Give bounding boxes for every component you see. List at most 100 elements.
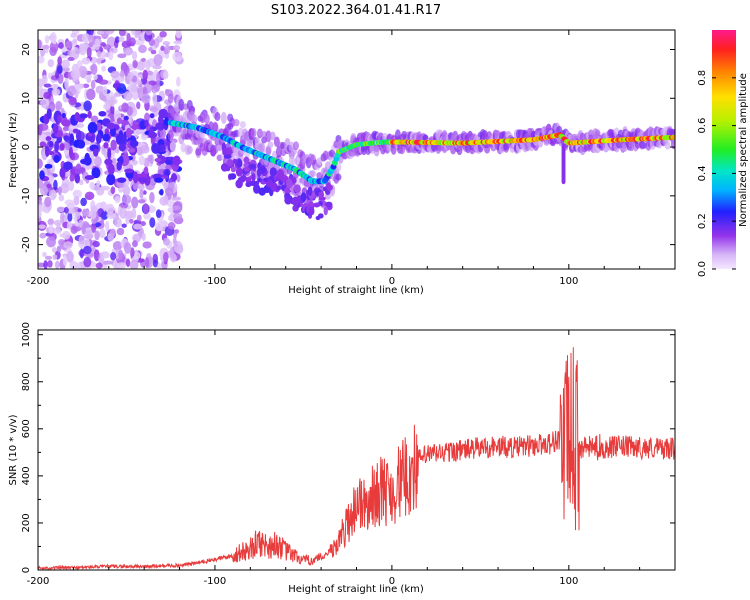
spectrogram-cell [104, 30, 115, 35]
colorbar: 0.0 0.2 0.4 0.6 0.8 Normalized spectral ampl… [697, 30, 749, 277]
spectrogram-cell [125, 127, 132, 139]
spectrogram-cell [69, 133, 75, 145]
spectrogram-cell [326, 184, 333, 191]
spectrogram-cell [87, 121, 98, 134]
spectrogram-cell [75, 211, 81, 220]
spectrogram-ytick-label: -20 [21, 236, 32, 252]
spectrogram-cell [228, 173, 237, 180]
spectrogram-cells [38, 30, 675, 269]
spectrogram-cell [309, 170, 316, 177]
spectrogram-cell [48, 140, 54, 148]
spectrogram-cell [105, 203, 115, 215]
spectrogram-cell [129, 259, 139, 269]
spectrogram-cell [126, 32, 131, 45]
spectrogram-cell [275, 185, 282, 191]
spectrogram-cell [57, 238, 66, 246]
spectrogram-cell [42, 251, 47, 258]
spectrogram-cell [186, 145, 193, 155]
spectrogram-cell [144, 112, 150, 123]
spectrogram-cell [152, 259, 159, 268]
spectrogram-cell [155, 209, 162, 218]
spectrogram-cell [38, 224, 46, 230]
spectrogram-cell [38, 158, 43, 169]
spectrogram-cell [46, 236, 57, 248]
spectrogram-cell [136, 147, 143, 156]
spectrogram-cell [47, 218, 55, 226]
spectrogram-cell [38, 209, 42, 219]
snr-ytick-label: 600 [21, 419, 32, 438]
spectrogram-cell [167, 222, 176, 230]
spectrogram-cell [67, 56, 75, 61]
spectrogram-cell [153, 54, 163, 66]
colorbar-tick-label: 0.8 [697, 70, 708, 86]
spectrogram-ytick-label: 10 [21, 92, 32, 105]
spectrogram-cell [68, 96, 77, 106]
spectrogram-cell [111, 157, 117, 164]
spectrogram-cell [144, 257, 150, 268]
spectrogram-cell [132, 90, 139, 101]
spectrogram-cell [81, 57, 91, 65]
spectrogram-cell [109, 95, 115, 107]
spectrogram-cell [62, 230, 71, 240]
spectrogram-cell [78, 235, 85, 245]
spectrogram-cell [130, 247, 135, 259]
spectrogram-cell [104, 128, 110, 136]
snr-ylabel: SNR (10 * v/v) [8, 414, 19, 485]
spectrogram-cell [173, 240, 178, 250]
spectrogram-cell [122, 185, 131, 196]
spectrogram-cell [73, 47, 80, 59]
spectrogram-cell [149, 154, 154, 165]
spectrogram-cell [159, 30, 167, 38]
spectrogram-cell [81, 226, 86, 235]
spectrogram-cell [249, 163, 257, 170]
spectrogram-ytick-label: 20 [21, 43, 32, 56]
spectrogram-cell [155, 221, 164, 232]
spectrogram-cell [56, 206, 65, 213]
snr-xlabel: Height of straight line (km) [288, 584, 424, 595]
spectrogram-cell [69, 260, 78, 269]
spectrogram-cell [116, 227, 125, 236]
spectrogram-cell [165, 159, 172, 165]
spectrogram-cell [154, 177, 164, 183]
spectrogram-cell [107, 149, 112, 160]
spectrogram-cell [191, 113, 198, 125]
spectrogram-cell [112, 82, 122, 88]
spectrogram-cell [149, 106, 158, 112]
spectrogram-cell [95, 262, 103, 269]
spectrogram-cell [137, 64, 144, 71]
spectrogram-cell [152, 64, 162, 70]
spectrogram-cell [94, 155, 102, 168]
spectrogram-cell [107, 163, 115, 175]
spectrogram-cell [82, 245, 92, 255]
spectrogram-cell [145, 30, 153, 36]
spectrogram-cell [90, 63, 98, 75]
spectrogram-cell [65, 142, 71, 151]
spectrogram-xtick-label: 0 [389, 276, 395, 287]
spectrogram-cell [72, 38, 78, 44]
spectrogram-cell [39, 232, 47, 239]
spectrogram-cell [323, 206, 328, 216]
spectrogram-cell [55, 70, 60, 79]
colorbar-ticks: 0.0 0.2 0.4 0.6 0.8 [697, 70, 736, 277]
spectrogram-cell [226, 158, 234, 167]
spectrogram-cell [127, 72, 134, 81]
spectrogram-cell [68, 146, 74, 159]
spectrogram-cell [148, 80, 157, 86]
spectrogram-cell [75, 163, 82, 176]
spectrogram-cell [61, 119, 71, 127]
spectrogram-cell [149, 113, 155, 119]
spectrogram-cell [263, 177, 269, 182]
spectrogram-cell [114, 36, 120, 44]
spectrogram-cell [40, 47, 46, 57]
spectrogram-cell [95, 122, 102, 132]
spectrogram-cell [64, 206, 69, 214]
spectrogram-cell [284, 195, 292, 205]
spectrogram-cell [45, 136, 52, 142]
spectrogram-cell [123, 91, 133, 101]
spectrogram-cell [88, 34, 94, 43]
spectrogram-xtick-label: 100 [559, 276, 578, 287]
spectrogram-cell [163, 70, 169, 80]
spectrogram-cell [58, 42, 64, 49]
